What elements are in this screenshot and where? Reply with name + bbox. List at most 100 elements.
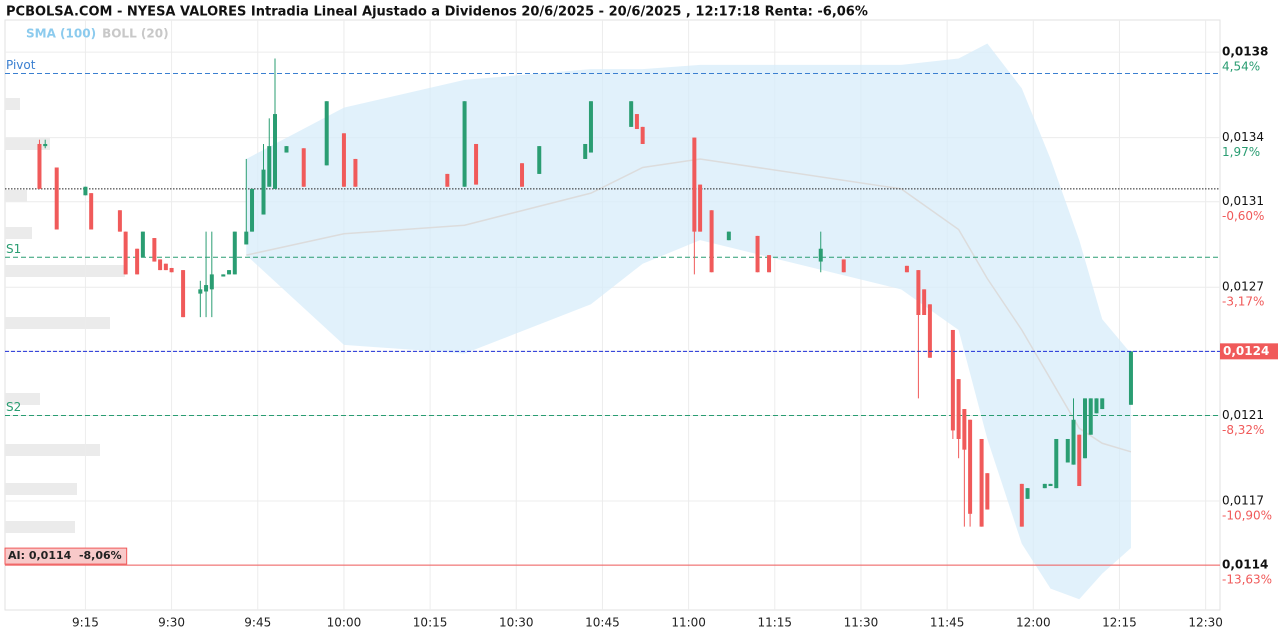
candle-body xyxy=(250,188,255,232)
candle-body xyxy=(244,231,249,245)
y-tick-label: 0,0117 xyxy=(1222,493,1264,507)
candle-body xyxy=(301,148,306,187)
candle-body xyxy=(979,438,984,527)
blurred-bar xyxy=(5,483,77,495)
y-tick-change: -3,17% xyxy=(1222,295,1264,309)
candle-body xyxy=(956,379,961,439)
candle-body xyxy=(117,210,122,232)
candle-body xyxy=(841,259,846,273)
alert-background xyxy=(4,547,128,565)
blurred-bar xyxy=(5,317,110,329)
y-tick-change: 1,97% xyxy=(1222,145,1260,159)
y-tick-label: 0,0131 xyxy=(1222,194,1264,208)
candle-body xyxy=(227,270,232,275)
blurred-bar xyxy=(5,190,27,202)
x-tick-label: 11:30 xyxy=(844,616,879,630)
candle-body xyxy=(204,285,209,292)
candle-body xyxy=(1048,483,1053,487)
candle-body xyxy=(520,163,525,187)
alert-box: AI: 0,0114 -8,06% xyxy=(4,547,128,565)
candle-body xyxy=(950,329,955,431)
candle-body xyxy=(445,173,450,187)
x-tick-label: 12:15 xyxy=(1102,616,1137,630)
blurred-bar xyxy=(5,98,20,110)
y-tick-label: 0,0114 xyxy=(1222,558,1268,572)
bollinger-band xyxy=(246,43,1131,600)
candle-body xyxy=(1088,398,1093,435)
alert-label: AI: 0,0114 -8,06% xyxy=(8,549,122,562)
candle-body xyxy=(158,259,163,271)
candle-body xyxy=(54,167,59,230)
level-label: S2 xyxy=(6,400,21,414)
level-label: Pivot xyxy=(6,58,36,72)
y-tick-label: 0,0127 xyxy=(1222,280,1264,294)
candle-body xyxy=(985,473,990,510)
candle-body xyxy=(163,263,168,271)
candle-body xyxy=(537,146,542,174)
y-tick-label: 0,0134 xyxy=(1222,130,1264,144)
x-tick-label: 11:15 xyxy=(757,616,792,630)
candle-body xyxy=(89,193,94,230)
candle-body xyxy=(640,126,645,144)
indicator-legend: BOLL (20) xyxy=(102,27,169,41)
level-label: S1 xyxy=(6,242,21,256)
blurred-bar xyxy=(5,227,32,239)
x-tick-label: 9:45 xyxy=(244,616,271,630)
candle-body xyxy=(140,231,145,258)
candle-body xyxy=(968,419,973,514)
candle-body xyxy=(767,255,772,273)
candle-body xyxy=(1128,351,1133,405)
candle-body xyxy=(1100,398,1105,410)
candle-body xyxy=(916,270,921,315)
candle-body xyxy=(123,231,128,275)
candle-body xyxy=(324,101,329,166)
candle-body xyxy=(1025,488,1030,499)
candle-body xyxy=(341,133,346,187)
x-tick-label: 9:30 xyxy=(158,616,185,630)
candle-body xyxy=(267,146,272,187)
candle-body xyxy=(1042,483,1047,489)
candle-body xyxy=(232,231,237,275)
candle-body xyxy=(692,137,697,232)
x-tick-label: 11:00 xyxy=(671,616,706,630)
candle-body xyxy=(1094,398,1099,414)
blurred-bar xyxy=(5,521,75,533)
blurred-bar xyxy=(5,444,100,456)
y-tick-label: 0,0138 xyxy=(1222,45,1268,59)
candle-body xyxy=(1019,483,1024,527)
candle-body xyxy=(634,114,639,130)
y-tick-change: -13,63% xyxy=(1222,573,1272,587)
x-tick-label: 10:15 xyxy=(413,616,448,630)
x-tick-label: 12:00 xyxy=(1016,616,1051,630)
candle-body xyxy=(474,143,479,185)
candle-body xyxy=(261,169,266,215)
candle-body xyxy=(726,231,731,241)
candle-body xyxy=(273,114,277,189)
candle-body xyxy=(709,210,714,273)
order-book-placeholder xyxy=(5,98,125,533)
candle-body xyxy=(462,101,467,187)
candle-body xyxy=(43,143,48,147)
candle-body xyxy=(152,238,157,262)
candle-body xyxy=(83,186,88,196)
candle-body xyxy=(221,274,226,277)
candle-body xyxy=(1065,438,1070,463)
y-tick-change: -10,90% xyxy=(1222,508,1272,522)
candle-body xyxy=(962,409,967,450)
candle-body xyxy=(629,101,634,127)
x-tick-label: 10:45 xyxy=(585,616,620,630)
last-price-label: 0,0124 xyxy=(1223,344,1269,358)
blurred-bar xyxy=(5,265,125,277)
candle-body xyxy=(1071,419,1076,465)
candle-body xyxy=(904,265,909,273)
indicator-legend: SMA (100) xyxy=(26,27,96,41)
y-tick-label: 0,0121 xyxy=(1222,408,1264,422)
candle-body xyxy=(583,143,588,159)
candle-body xyxy=(588,101,593,153)
candle-body xyxy=(1083,398,1087,459)
blurred-bar xyxy=(5,393,40,405)
candle-body xyxy=(755,235,760,273)
candle-body xyxy=(927,304,932,358)
